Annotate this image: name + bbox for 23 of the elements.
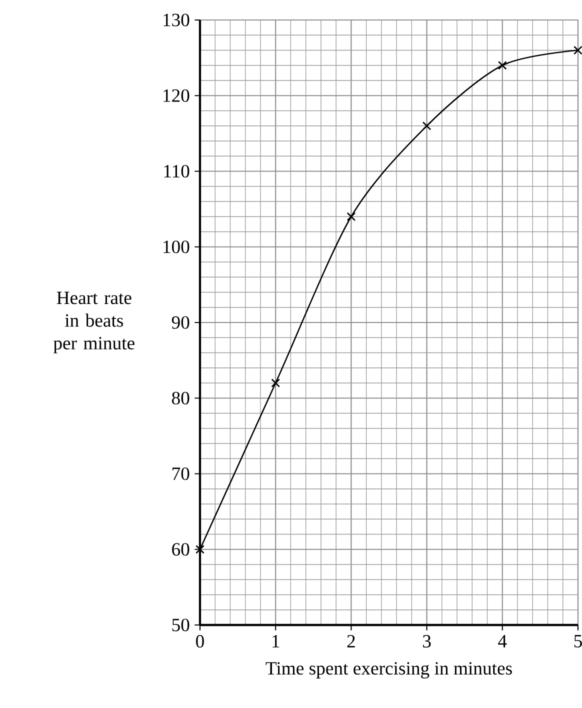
point [574, 46, 582, 55]
x-tick-label: 3 [423, 635, 431, 648]
y-tick-label: 110 [164, 164, 190, 178]
y-tick-label: 120 [164, 89, 190, 102]
point [271, 378, 280, 388]
y-tick-label: 90 [172, 316, 190, 329]
x-axis-title: Time spent exercising in minutes [266, 662, 512, 679]
x-tick-label: 1 [272, 635, 280, 648]
y-tick-label: 130 [164, 14, 190, 26]
y-tick-label: 70 [172, 467, 190, 480]
point [498, 60, 507, 70]
y-tick-label: 100 [164, 240, 190, 254]
y-tick-label: 80 [172, 392, 190, 404]
y-axis-title: Heart rate in beats per minute [53, 292, 134, 354]
point [346, 212, 356, 222]
x-tick-label: 0 [196, 635, 204, 648]
x-tick-label: 4 [498, 635, 507, 648]
x-tick-label: 5 [574, 635, 582, 648]
point [196, 544, 204, 554]
y-tick-label: 60 [172, 543, 190, 556]
point [422, 121, 432, 130]
x-tick-label: 2 [347, 635, 355, 648]
y-tick-label: 50 [172, 618, 190, 632]
